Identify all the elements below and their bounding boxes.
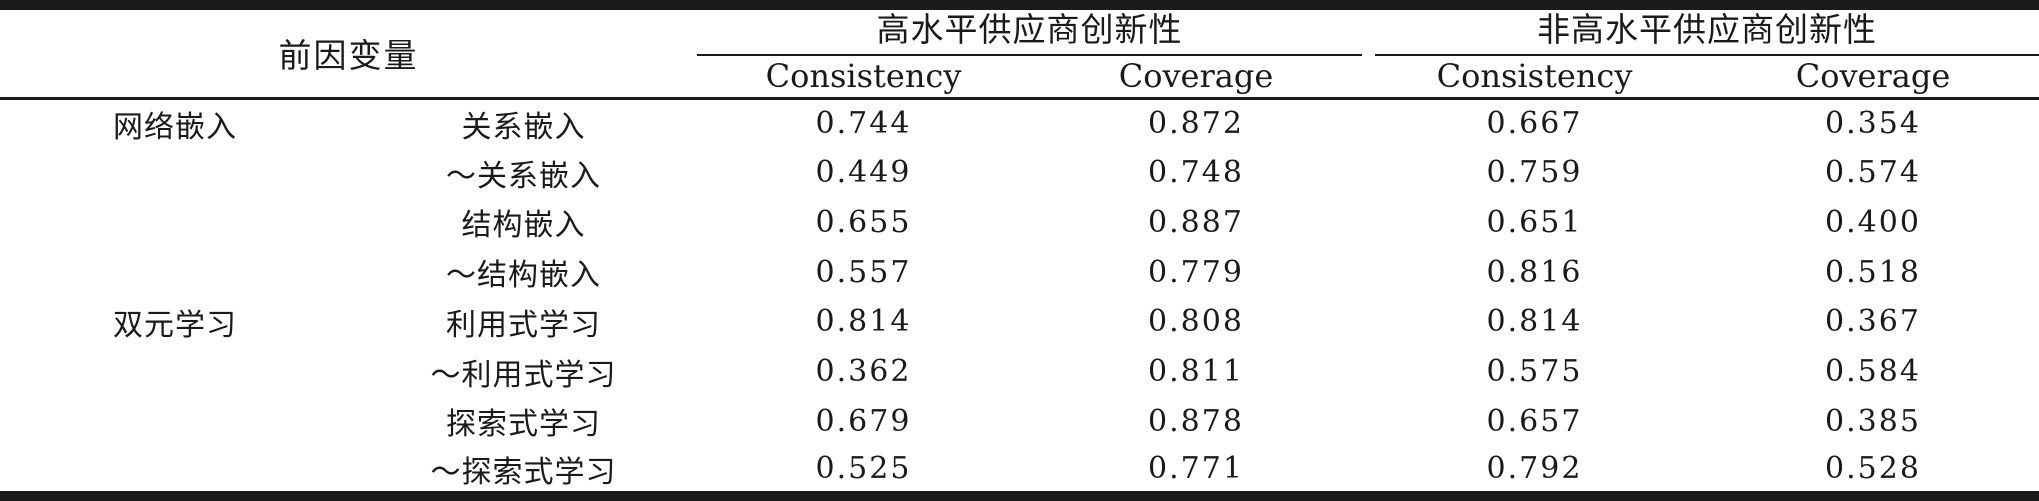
high-consistency-cell: 0.655	[815, 204, 912, 240]
category-cell	[0, 148, 350, 198]
high-coverage-cell: 0.872	[1148, 106, 1244, 142]
group-header-high-innovativeness: 高水平供应商创新性	[697, 5, 1362, 56]
column-header-high-consistency: Consistency	[697, 56, 1030, 100]
high-coverage-cell: 0.748	[1148, 155, 1244, 191]
table-row: 结构嵌入 0.655 0.887 0.651 0.400	[0, 198, 2039, 248]
high-consistency-cell: 0.362	[815, 354, 912, 390]
category-cell	[0, 198, 350, 248]
nonhigh-coverage-cell: 0.354	[1825, 106, 1921, 142]
column-header-nonhigh-consistency: Consistency	[1362, 56, 1707, 100]
category-cell: 网络嵌入	[113, 109, 237, 145]
condition-cell: ～利用式学习	[430, 357, 617, 393]
sub-header-row: Consistency Coverage Consistency Coverag…	[0, 56, 2039, 100]
group-header-row: 前因变量 高水平供应商创新性 非高水平供应商创新性	[0, 5, 2039, 100]
nonhigh-coverage-cell: 0.528	[1825, 451, 1921, 487]
nonhigh-consistency-cell: 0.759	[1486, 155, 1583, 191]
condition-cell: 利用式学习	[446, 307, 601, 343]
table-row: 探索式学习 0.679 0.878 0.657 0.385	[0, 397, 2039, 447]
nonhigh-consistency-cell: 0.651	[1486, 204, 1583, 240]
condition-cell: ～关系嵌入	[446, 158, 601, 194]
column-header-high-coverage: Coverage	[1030, 56, 1362, 100]
category-cell	[0, 247, 350, 297]
nonhigh-coverage-cell: 0.518	[1825, 254, 1921, 290]
nonhigh-coverage-cell: 0.400	[1825, 204, 1921, 240]
table-row: ～利用式学习 0.362 0.811 0.575 0.584	[0, 347, 2039, 397]
antecedent-variables-header: 前因变量	[0, 5, 697, 100]
group-header-nonhigh-innovativeness: 非高水平供应商创新性	[1362, 5, 2039, 56]
category-cell	[0, 446, 350, 496]
category-cell	[0, 397, 350, 447]
nonhigh-coverage-cell: 0.584	[1825, 354, 1921, 390]
nonhigh-coverage-cell: 0.385	[1825, 403, 1921, 439]
condition-cell: ～结构嵌入	[446, 258, 601, 294]
table-row: 网络嵌入 关系嵌入 0.744 0.872 0.667 0.354	[0, 98, 2039, 148]
high-consistency-cell: 0.814	[815, 304, 912, 340]
nonhigh-consistency-cell: 0.667	[1486, 106, 1583, 142]
table-row: ～探索式学习 0.525 0.771 0.792 0.528	[0, 446, 2039, 496]
nonhigh-consistency-cell: 0.814	[1486, 304, 1583, 340]
condition-cell: 结构嵌入	[461, 208, 586, 244]
high-consistency-cell: 0.679	[815, 403, 912, 439]
high-coverage-cell: 0.779	[1148, 254, 1244, 290]
high-coverage-cell: 0.878	[1148, 403, 1244, 439]
high-consistency-cell: 0.744	[815, 106, 912, 142]
table-row: ～关系嵌入 0.449 0.748 0.759 0.574	[0, 148, 2039, 198]
nonhigh-coverage-cell: 0.367	[1825, 304, 1921, 340]
condition-cell: 探索式学习	[446, 407, 601, 443]
group-header-high-label: 高水平供应商创新性	[697, 10, 1362, 56]
high-coverage-cell: 0.808	[1148, 304, 1244, 340]
high-consistency-cell: 0.449	[815, 155, 912, 191]
condition-cell: ～探索式学习	[430, 454, 617, 490]
high-coverage-cell: 0.771	[1148, 451, 1244, 487]
category-cell	[0, 347, 350, 397]
nonhigh-consistency-cell: 0.657	[1486, 403, 1583, 439]
high-consistency-cell: 0.557	[815, 254, 912, 290]
table-row: ～结构嵌入 0.557 0.779 0.816 0.518	[0, 247, 2039, 297]
nonhigh-consistency-cell: 0.816	[1486, 254, 1583, 290]
nonhigh-consistency-cell: 0.792	[1486, 451, 1583, 487]
high-coverage-cell: 0.887	[1148, 204, 1244, 240]
group-header-nonhigh-label: 非高水平供应商创新性	[1375, 10, 2039, 56]
nonhigh-coverage-cell: 0.574	[1825, 155, 1921, 191]
column-header-nonhigh-coverage: Coverage	[1707, 56, 2039, 100]
category-cell: 双元学习	[113, 307, 237, 343]
nonhigh-consistency-cell: 0.575	[1486, 354, 1583, 390]
high-consistency-cell: 0.525	[815, 451, 912, 487]
table-row: 双元学习 利用式学习 0.814 0.808 0.814 0.367	[0, 297, 2039, 347]
high-coverage-cell: 0.811	[1148, 354, 1244, 390]
condition-cell: 关系嵌入	[461, 109, 586, 145]
